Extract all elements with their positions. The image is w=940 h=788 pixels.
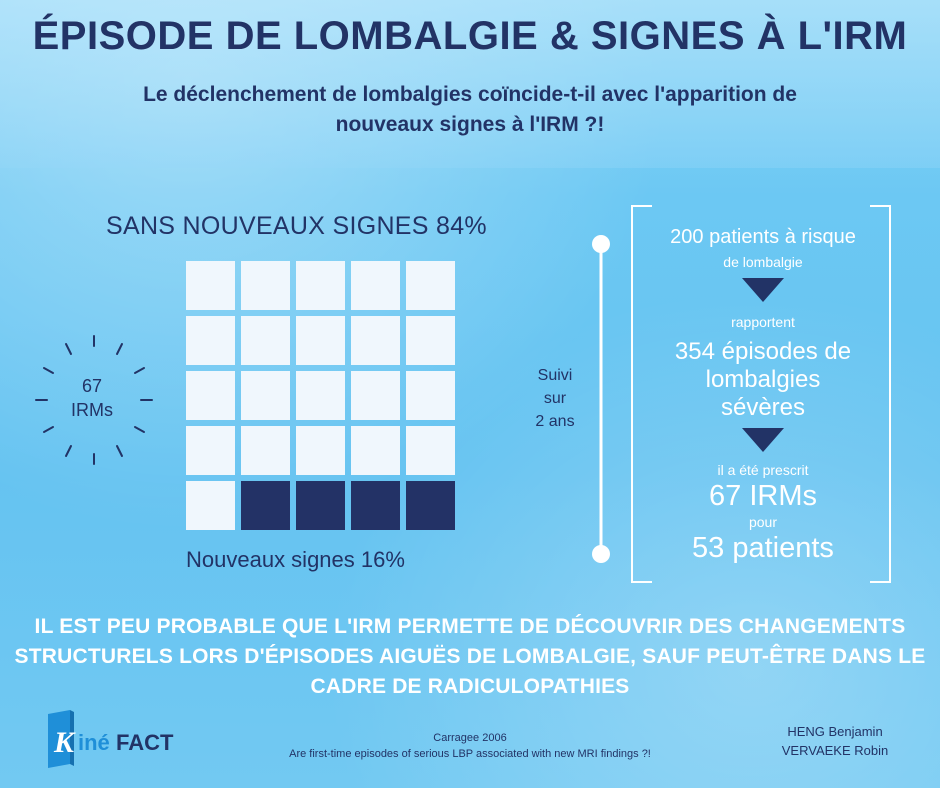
waffle-cell-no-new-signs: [351, 261, 400, 310]
svg-text:FACT: FACT: [116, 730, 174, 755]
conclusion-line-2: STRUCTURELS LORS D'ÉPISODES AIGUËS DE LO…: [14, 645, 926, 668]
waffle-cell-new-signs: [241, 481, 290, 530]
flow-step2-line3: sévères: [720, 394, 806, 421]
flow-step2-line1: 354 épisodes de: [674, 338, 852, 365]
flow-connector3: pour: [748, 514, 778, 530]
waffle-cell-no-new-signs: [186, 371, 235, 420]
flow-steps: 200 patients à risque de lombalgie rappo…: [638, 222, 888, 564]
burst-icon: [35, 335, 153, 465]
waffle-cell-no-new-signs: [351, 316, 400, 365]
flow-bracket: [631, 205, 891, 583]
page-subtitle: Le déclenchement de lombalgies coïncide-…: [60, 80, 880, 140]
waffle-cell-no-new-signs: [241, 426, 290, 475]
waffle-footer: Nouveaux signes 16%: [186, 547, 405, 572]
flow-connector2: il a été prescrit: [717, 462, 809, 478]
follow-up-line-3: 2 ans: [535, 413, 575, 430]
waffle-cell-new-signs: [406, 481, 455, 530]
follow-up-line-2: sur: [543, 390, 567, 407]
subtitle-line-2: nouveaux signes à l'IRM ?!: [335, 113, 605, 136]
kinefact-logo: K iné FACT: [48, 710, 174, 768]
waffle-cell-no-new-signs: [241, 371, 290, 420]
mri-count-number: 67: [81, 376, 103, 396]
waffle-title: SANS NOUVEAUX SIGNES 84%: [106, 212, 487, 240]
down-arrow-icon: [742, 428, 784, 452]
follow-up-label: Suivi sur 2 ans: [520, 364, 590, 433]
header-band: [0, 0, 940, 168]
conclusion-text: IL EST PEU PROBABLE QUE L'IRM PERMETTE D…: [0, 612, 940, 702]
mri-count-unit: IRMs: [71, 400, 113, 420]
waffle-cell-no-new-signs: [406, 261, 455, 310]
flow-connector1: rapportent: [731, 314, 795, 330]
subtitle-line-1: Le déclenchement de lombalgies coïncide-…: [143, 83, 797, 106]
author-2: VERVAEKE Robin: [781, 743, 889, 758]
waffle-cell-no-new-signs: [406, 371, 455, 420]
waffle-cell-new-signs: [351, 481, 400, 530]
waffle-cell-no-new-signs: [241, 316, 290, 365]
conclusion-line-1: IL EST PEU PROBABLE QUE L'IRM PERMETTE D…: [34, 615, 906, 638]
svg-text:K: K: [53, 726, 76, 759]
mri-count-label: 67 IRMs: [40, 374, 144, 422]
waffle-cell-no-new-signs: [186, 261, 235, 310]
waffle-cell-no-new-signs: [296, 261, 345, 310]
flow-step2-line2: lombalgies: [705, 366, 821, 393]
waffle-cell-no-new-signs: [186, 481, 235, 530]
waffle-grid: [186, 261, 458, 530]
down-arrow-icon: [742, 278, 784, 302]
flow-step1-line2: de lombalgie: [723, 254, 803, 270]
waffle-cell-no-new-signs: [186, 426, 235, 475]
authors: HENG Benjamin VERVAEKE Robin: [760, 722, 910, 760]
waffle-cell-no-new-signs: [296, 426, 345, 475]
waffle-cell-no-new-signs: [296, 371, 345, 420]
waffle-cell-no-new-signs: [351, 371, 400, 420]
waffle-cell-new-signs: [296, 481, 345, 530]
waffle-cell-no-new-signs: [186, 316, 235, 365]
waffle-cell-no-new-signs: [406, 426, 455, 475]
waffle-cell-no-new-signs: [296, 316, 345, 365]
follow-up-line-1: Suivi: [537, 367, 573, 384]
author-1: HENG Benjamin: [787, 724, 883, 739]
waffle-cell-no-new-signs: [351, 426, 400, 475]
flow-step1-line1: 200 patients à risque: [670, 226, 856, 248]
page-title: ÉPISODE DE LOMBALGIE & SIGNES À L'IRM: [32, 14, 908, 58]
flow-step3: 67 IRMs: [709, 480, 817, 512]
waffle-cell-no-new-signs: [241, 261, 290, 310]
citation-source: Carragee 2006: [433, 732, 507, 744]
conclusion-line-3: CADRE DE RADICULOPATHIES: [310, 675, 630, 698]
timeline-line: [592, 235, 610, 563]
svg-text:iné: iné: [78, 730, 110, 755]
flow-step4: 53 patients: [692, 532, 834, 564]
citation: Carragee 2006 Are first-time episodes of…: [260, 730, 680, 762]
citation-title: Are first-time episodes of serious LBP a…: [289, 748, 651, 760]
waffle-cell-no-new-signs: [406, 316, 455, 365]
